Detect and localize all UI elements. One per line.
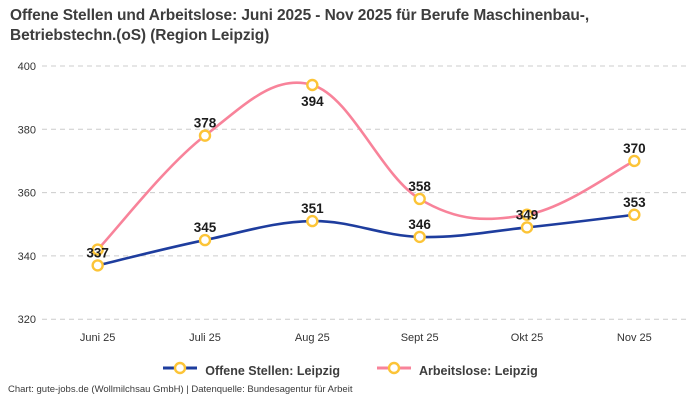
data-point-label: 337 [86, 245, 109, 260]
data-point-label: 351 [301, 201, 324, 216]
x-tick-label: Juni 25 [80, 332, 115, 344]
data-point-marker[interactable] [306, 78, 319, 92]
x-tick-label: Juli 25 [189, 332, 221, 344]
data-point-marker[interactable] [413, 230, 426, 244]
data-point-marker[interactable] [91, 259, 104, 272]
legend-label-arbeitslose: Arbeitslose: Leipzig [418, 363, 538, 378]
data-point-marker[interactable] [520, 221, 534, 234]
data-point-label: 394 [301, 94, 324, 109]
x-tick-label: Nov 25 [617, 332, 652, 344]
data-point-marker[interactable] [628, 208, 641, 221]
data-point-label: 353 [623, 195, 646, 210]
y-tick-label: 340 [18, 251, 36, 263]
legend-line-marker-icon [376, 361, 412, 380]
data-point-label: 345 [194, 220, 217, 235]
data-point-label: 346 [408, 217, 431, 232]
x-tick-label: Okt 25 [511, 332, 543, 344]
data-point-marker[interactable] [628, 154, 641, 168]
legend-item-offene-stellen[interactable]: Offene Stellen: Leipzig [158, 359, 344, 382]
legend-item-arbeitslose[interactable]: Arbeitslose: Leipzig [372, 359, 542, 382]
data-point-label: 370 [623, 141, 646, 156]
legend-line-marker-icon [162, 361, 198, 380]
series-line-0 [96, 213, 636, 267]
y-tick-label: 380 [18, 124, 36, 136]
data-point-label: 358 [408, 179, 431, 194]
data-point-label: 378 [194, 116, 217, 131]
y-tick-label: 360 [18, 188, 36, 200]
data-point-marker[interactable] [306, 214, 319, 228]
data-point-marker[interactable] [198, 233, 212, 247]
attribution-text: Chart: gute-jobs.de (Wollmilchsau GmbH) … [8, 384, 353, 395]
x-tick-label: Sept 25 [401, 332, 439, 344]
chart-legend: Offene Stellen: Leipzig Arbeitslose: Lei… [0, 359, 700, 382]
series-line-1 [96, 81, 636, 251]
data-point-marker[interactable] [413, 192, 426, 206]
chart-title: Offene Stellen und Arbeitslose: Juni 202… [10, 7, 590, 45]
data-point-marker[interactable] [198, 129, 212, 142]
data-point-label: 349 [516, 207, 539, 222]
x-tick-label: Aug 25 [295, 332, 330, 344]
data-point-marker[interactable] [91, 243, 104, 256]
legend-label-offene-stellen: Offene Stellen: Leipzig [205, 363, 340, 378]
y-tick-label: 320 [18, 314, 36, 326]
data-point-marker[interactable] [520, 208, 534, 221]
y-tick-label: 400 [18, 61, 36, 73]
